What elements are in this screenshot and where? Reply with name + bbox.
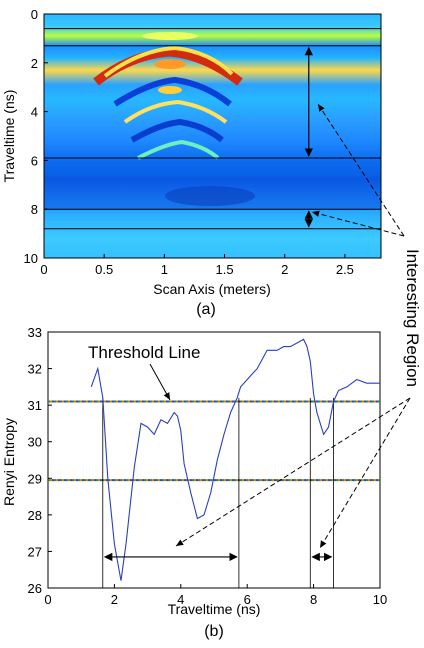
heatmap-x-tick-label: 2 xyxy=(281,262,288,277)
heatmap-y-tick-label: 2 xyxy=(31,56,38,71)
entropy-y-tick-label: 33 xyxy=(28,325,42,340)
entropy-line-panel: 0 2 4 6 8 10 26 27 28 29 30 31 32 33 Traveltime (ns)… xyxy=(1,325,387,640)
region-pointer-bottom-a xyxy=(175,397,411,547)
entropy-y-tick-label: 27 xyxy=(28,544,42,559)
threshold-pointer-arrow xyxy=(149,363,171,401)
entropy-x-tick-label: 6 xyxy=(244,592,251,607)
heatmap-y-tick-label: 10 xyxy=(24,251,38,266)
entropy-y-tick-label: 32 xyxy=(28,362,42,377)
entropy-y-tick-label: 30 xyxy=(28,435,42,450)
heatmap-y-tick-label: 0 xyxy=(31,7,38,22)
heatmap-y-tick-label: 8 xyxy=(31,202,38,217)
entropy-y-tick-label: 31 xyxy=(28,398,42,413)
heatmap-x-tick-label: 0 xyxy=(40,262,47,277)
heatmap-x-tick-label: 2.5 xyxy=(336,262,354,277)
threshold-line-label: Threshold Line xyxy=(88,343,200,362)
heatmap-x-tick-label: 1 xyxy=(161,262,168,277)
heatmap-x-ticks: 0 0.5 1 1.5 2 2.5 xyxy=(40,254,354,277)
vertical-boundary-lines xyxy=(102,397,334,588)
region-pointer-top-a xyxy=(317,103,405,237)
entropy-x-tick-label: 10 xyxy=(373,592,387,607)
entropy-x-axis-label: Traveltime (ns) xyxy=(168,601,261,617)
region-pointer-bottom-b xyxy=(319,397,411,549)
heatmap-image xyxy=(44,14,381,258)
heatmap-y-tick-label: 4 xyxy=(31,105,38,120)
heatmap-x-tick-label: 1.5 xyxy=(215,262,233,277)
heatmap-x-axis-label: Scan Axis (meters) xyxy=(153,281,270,297)
caption-a: (a) xyxy=(196,301,216,318)
entropy-y-tick-label: 26 xyxy=(28,581,42,596)
heatmap-y-ticks: 0 2 4 6 8 10 xyxy=(24,7,48,266)
entropy-y-axis-label: Renyi Entropy xyxy=(1,418,17,506)
caption-b: (b) xyxy=(204,623,224,640)
entropy-x-tick-label: 2 xyxy=(111,592,118,607)
interesting-region-label: Interesting Region xyxy=(403,249,422,387)
entropy-y-tick-label: 28 xyxy=(28,508,42,523)
entropy-x-tick-label: 0 xyxy=(44,592,51,607)
heatmap-y-axis-label: Traveltime (ns) xyxy=(1,90,17,183)
entropy-y-ticks: 26 27 28 29 30 31 32 33 xyxy=(28,325,52,596)
heatmap-horizontal-lines xyxy=(44,28,381,230)
annotations: Threshold Line Interesting Region xyxy=(88,103,422,549)
entropy-series-line xyxy=(90,338,380,581)
heatmap-x-tick-label: 0.5 xyxy=(95,262,113,277)
entropy-x-tick-label: 4 xyxy=(177,592,184,607)
entropy-y-tick-label: 29 xyxy=(28,471,42,486)
entropy-x-ticks: 0 2 4 6 8 10 xyxy=(44,584,387,607)
entropy-x-tick-label: 8 xyxy=(310,592,317,607)
heatmap-y-tick-label: 6 xyxy=(31,153,38,168)
